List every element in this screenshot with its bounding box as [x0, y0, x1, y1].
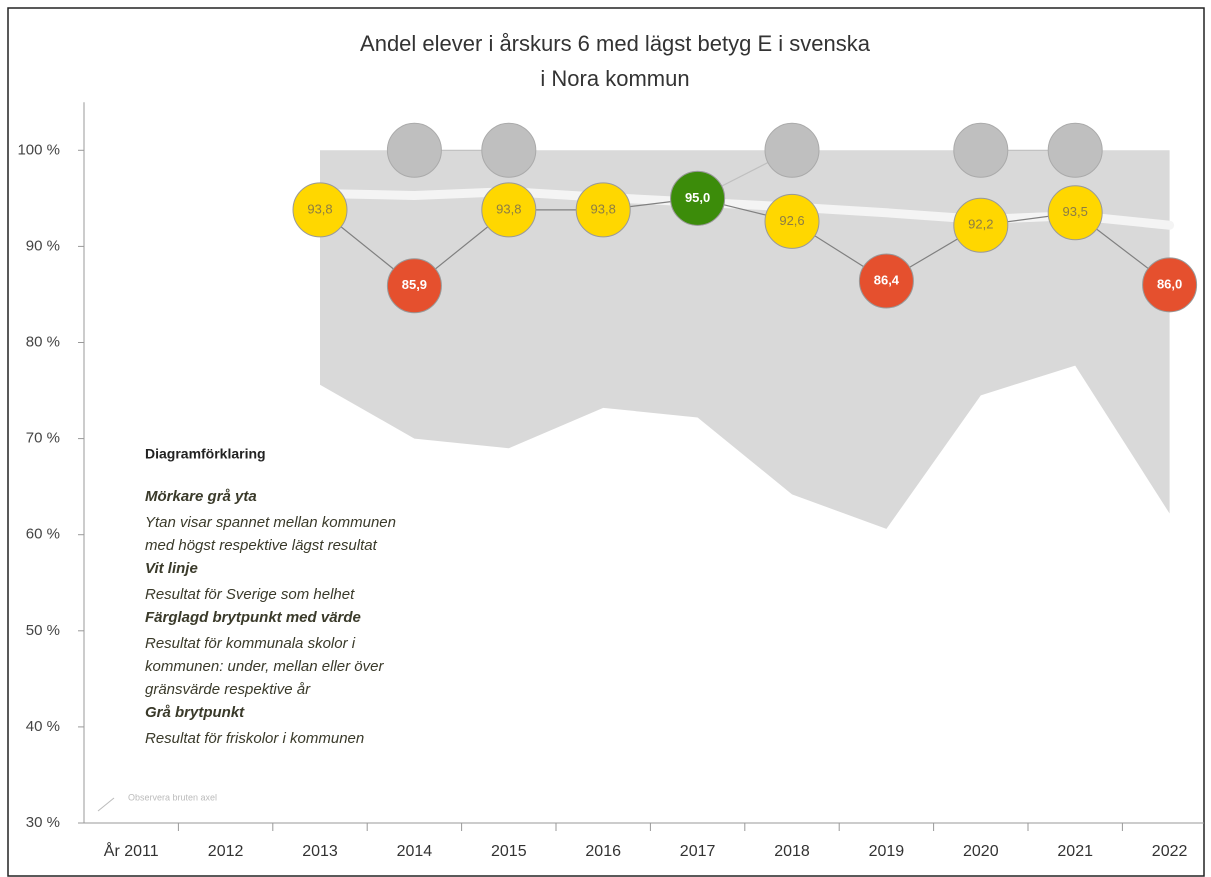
legend-heading: Mörkare grå yta — [145, 488, 257, 505]
point — [1142, 257, 1198, 313]
friskola-point — [764, 122, 820, 178]
x-tick-label: 2019 — [869, 843, 905, 860]
x-tick-label: 2013 — [302, 843, 338, 860]
x-tick-label: 2012 — [208, 843, 244, 860]
y-tick-label: 50 % — [26, 622, 60, 639]
value-label: 93,5 — [1063, 204, 1088, 219]
x-tick-label: 2015 — [491, 843, 527, 860]
note-arrow — [97, 797, 115, 812]
y-tick-label: 90 % — [26, 237, 60, 254]
legend-text: Resultat för friskolor i kommunen — [145, 730, 364, 747]
note: Observera bruten axel — [128, 792, 217, 802]
value-label: 93,8 — [307, 201, 332, 216]
value-label: 92,6 — [779, 213, 804, 228]
y-tick-label: 80 % — [26, 333, 60, 350]
y-tick-label: 100 % — [17, 141, 60, 158]
series-line — [319, 197, 1171, 287]
value-label: 86,4 — [874, 272, 900, 287]
y-tick-label: 60 % — [26, 526, 60, 543]
chart-title: i Nora kommun — [540, 66, 689, 91]
legend-text: kommunen: under, mellan eller över — [145, 658, 384, 675]
x-tick-label: 2017 — [680, 843, 716, 860]
x-tick-label: 2020 — [963, 843, 999, 860]
point — [953, 197, 1009, 253]
legend-text: gränsvärde respektive år — [145, 681, 311, 698]
x-tick-label: 2021 — [1057, 843, 1093, 860]
legend-heading: Färglagd brytpunkt med värde — [145, 609, 361, 626]
point — [575, 182, 631, 238]
value-label: 95,0 — [685, 190, 710, 205]
legend-text: Ytan visar spannet mellan kommunen — [145, 514, 396, 531]
point — [386, 258, 442, 314]
friskola-point — [953, 122, 1009, 178]
point — [1047, 185, 1103, 241]
friskola-point — [1047, 122, 1103, 178]
series-line — [315, 187, 1175, 230]
y-tick-label: 40 % — [26, 718, 60, 735]
x-tick-label: År 2011 — [104, 841, 159, 860]
legend-heading: Vit linje — [145, 560, 198, 577]
y-tick-label: 30 % — [26, 814, 60, 831]
legend-text: Resultat för kommunala skolor i — [145, 635, 356, 652]
legend-text: Resultat för Sverige som helhet — [145, 586, 355, 603]
x-tick-label: 2022 — [1152, 843, 1188, 860]
y-tick-label: 70 % — [26, 430, 60, 447]
point — [764, 193, 820, 249]
point — [481, 182, 537, 238]
x-tick-label: 2018 — [774, 843, 810, 860]
x-tick-label: 2014 — [397, 843, 433, 860]
friskola-point — [386, 122, 442, 178]
point — [670, 170, 726, 226]
point — [858, 253, 914, 309]
value-label: 93,8 — [496, 201, 521, 216]
legend-text: med högst respektive lägst resultat — [145, 537, 378, 554]
value-label: 85,9 — [402, 277, 427, 292]
legend-title: Diagramförklaring — [145, 446, 266, 462]
value-label: 86,0 — [1157, 276, 1182, 291]
point — [292, 182, 348, 238]
value-label: 93,8 — [591, 201, 616, 216]
chart-title: Andel elever i årskurs 6 med lägst betyg… — [360, 31, 871, 56]
value-label: 92,2 — [968, 217, 993, 232]
legend-heading: Grå brytpunkt — [145, 704, 245, 721]
x-tick-label: 2016 — [585, 843, 621, 860]
friskola-point — [481, 122, 537, 178]
range-area — [320, 150, 1170, 529]
